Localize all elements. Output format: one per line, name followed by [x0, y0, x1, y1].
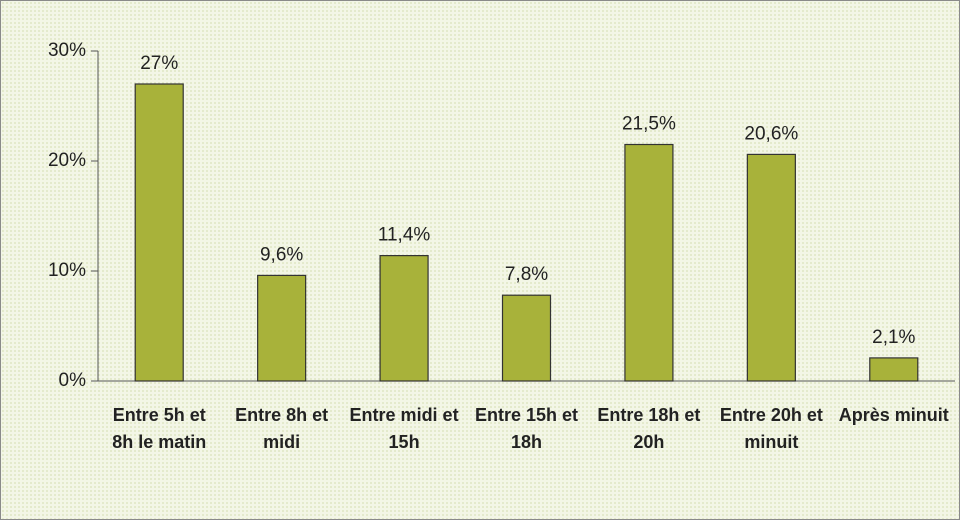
value-label: 21,5% [622, 114, 676, 135]
y-tick-label: 10% [48, 260, 86, 281]
bar [134, 83, 184, 382]
bar [746, 153, 796, 382]
x-tick-label: Entre 15h et 18h [474, 405, 579, 452]
y-tick-label: 20% [48, 150, 86, 171]
x-tick-label: Entre 18h et 20h [597, 405, 701, 452]
value-label: 2,1% [872, 327, 915, 348]
y-tick-label: 30% [48, 40, 86, 61]
x-tick-label: Après minuit [838, 405, 949, 425]
bar [624, 143, 674, 382]
x-tick-label: Entre 20h et minuit [719, 405, 823, 452]
bar [869, 357, 919, 382]
x-tick-label: Entre 8h et midi [235, 405, 329, 452]
value-label: 9,6% [260, 244, 303, 265]
x-tick-label: Entre 5h et 8h le matin [112, 405, 207, 452]
value-label: 11,4% [378, 225, 431, 246]
value-label: 7,8% [505, 264, 548, 285]
y-tick-label: 0% [59, 370, 87, 391]
value-label: 20,6% [744, 123, 798, 144]
bar [379, 255, 429, 382]
x-tick-label: Entre midi et 15h [349, 405, 459, 452]
bar [257, 274, 307, 382]
value-label: 27% [140, 53, 178, 74]
bar [501, 294, 552, 382]
